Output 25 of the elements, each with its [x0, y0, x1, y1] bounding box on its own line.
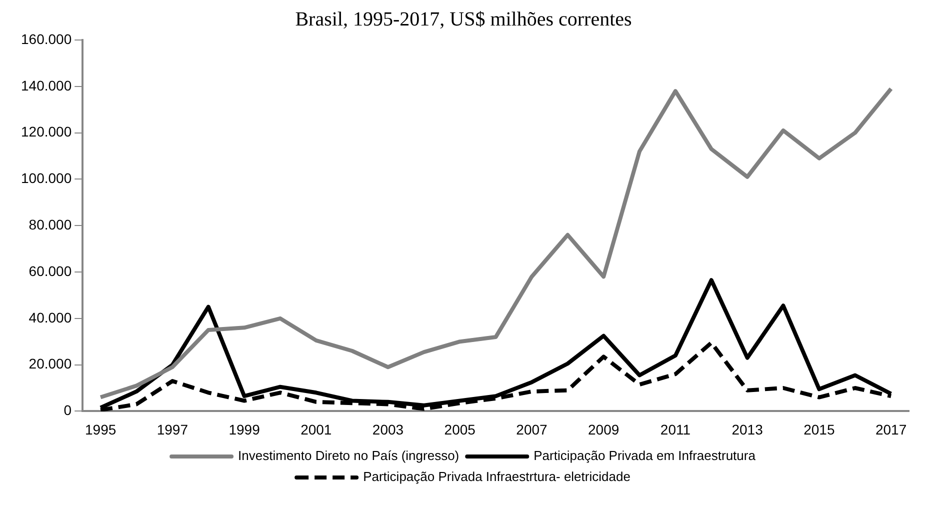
legend-label: Participação Privada Infraestrtura- eletricidade	[363, 469, 630, 484]
x-tick-label: 2013	[732, 421, 764, 438]
y-tick-label: 40.000	[28, 309, 72, 326]
x-tick-label: 1999	[228, 421, 260, 438]
x-tick-label: 2009	[588, 421, 620, 438]
x-tick-label: 2015	[804, 421, 835, 438]
x-tick-label: 2003	[372, 421, 404, 438]
chart-title: Brasil, 1995-2017, US$ milhões correntes	[295, 8, 632, 30]
y-tick-label: 0	[64, 402, 72, 418]
legend-label: Investimento Direto no País (ingresso)	[238, 448, 460, 464]
x-tick-label: 2017	[875, 421, 907, 438]
y-tick-label: 100.000	[20, 170, 72, 186]
y-tick-label: 80.000	[28, 216, 72, 232]
y-tick-label: 160.000	[20, 30, 72, 47]
x-tick-label: 1995	[84, 421, 116, 438]
x-tick-label: 2011	[660, 421, 691, 438]
y-tick-label: 60.000	[28, 262, 72, 279]
y-tick-label: 120.000	[20, 124, 72, 140]
legend-label: Participação Privada em Infraestrutura	[534, 448, 756, 464]
x-tick-label: 1997	[156, 421, 188, 438]
y-tick-label: 140.000	[20, 77, 72, 94]
x-tick-label: 2005	[444, 421, 476, 438]
x-tick-label: 2001	[300, 421, 332, 438]
y-tick-label: 20.000	[28, 356, 72, 372]
x-tick-label: 2007	[516, 421, 548, 438]
